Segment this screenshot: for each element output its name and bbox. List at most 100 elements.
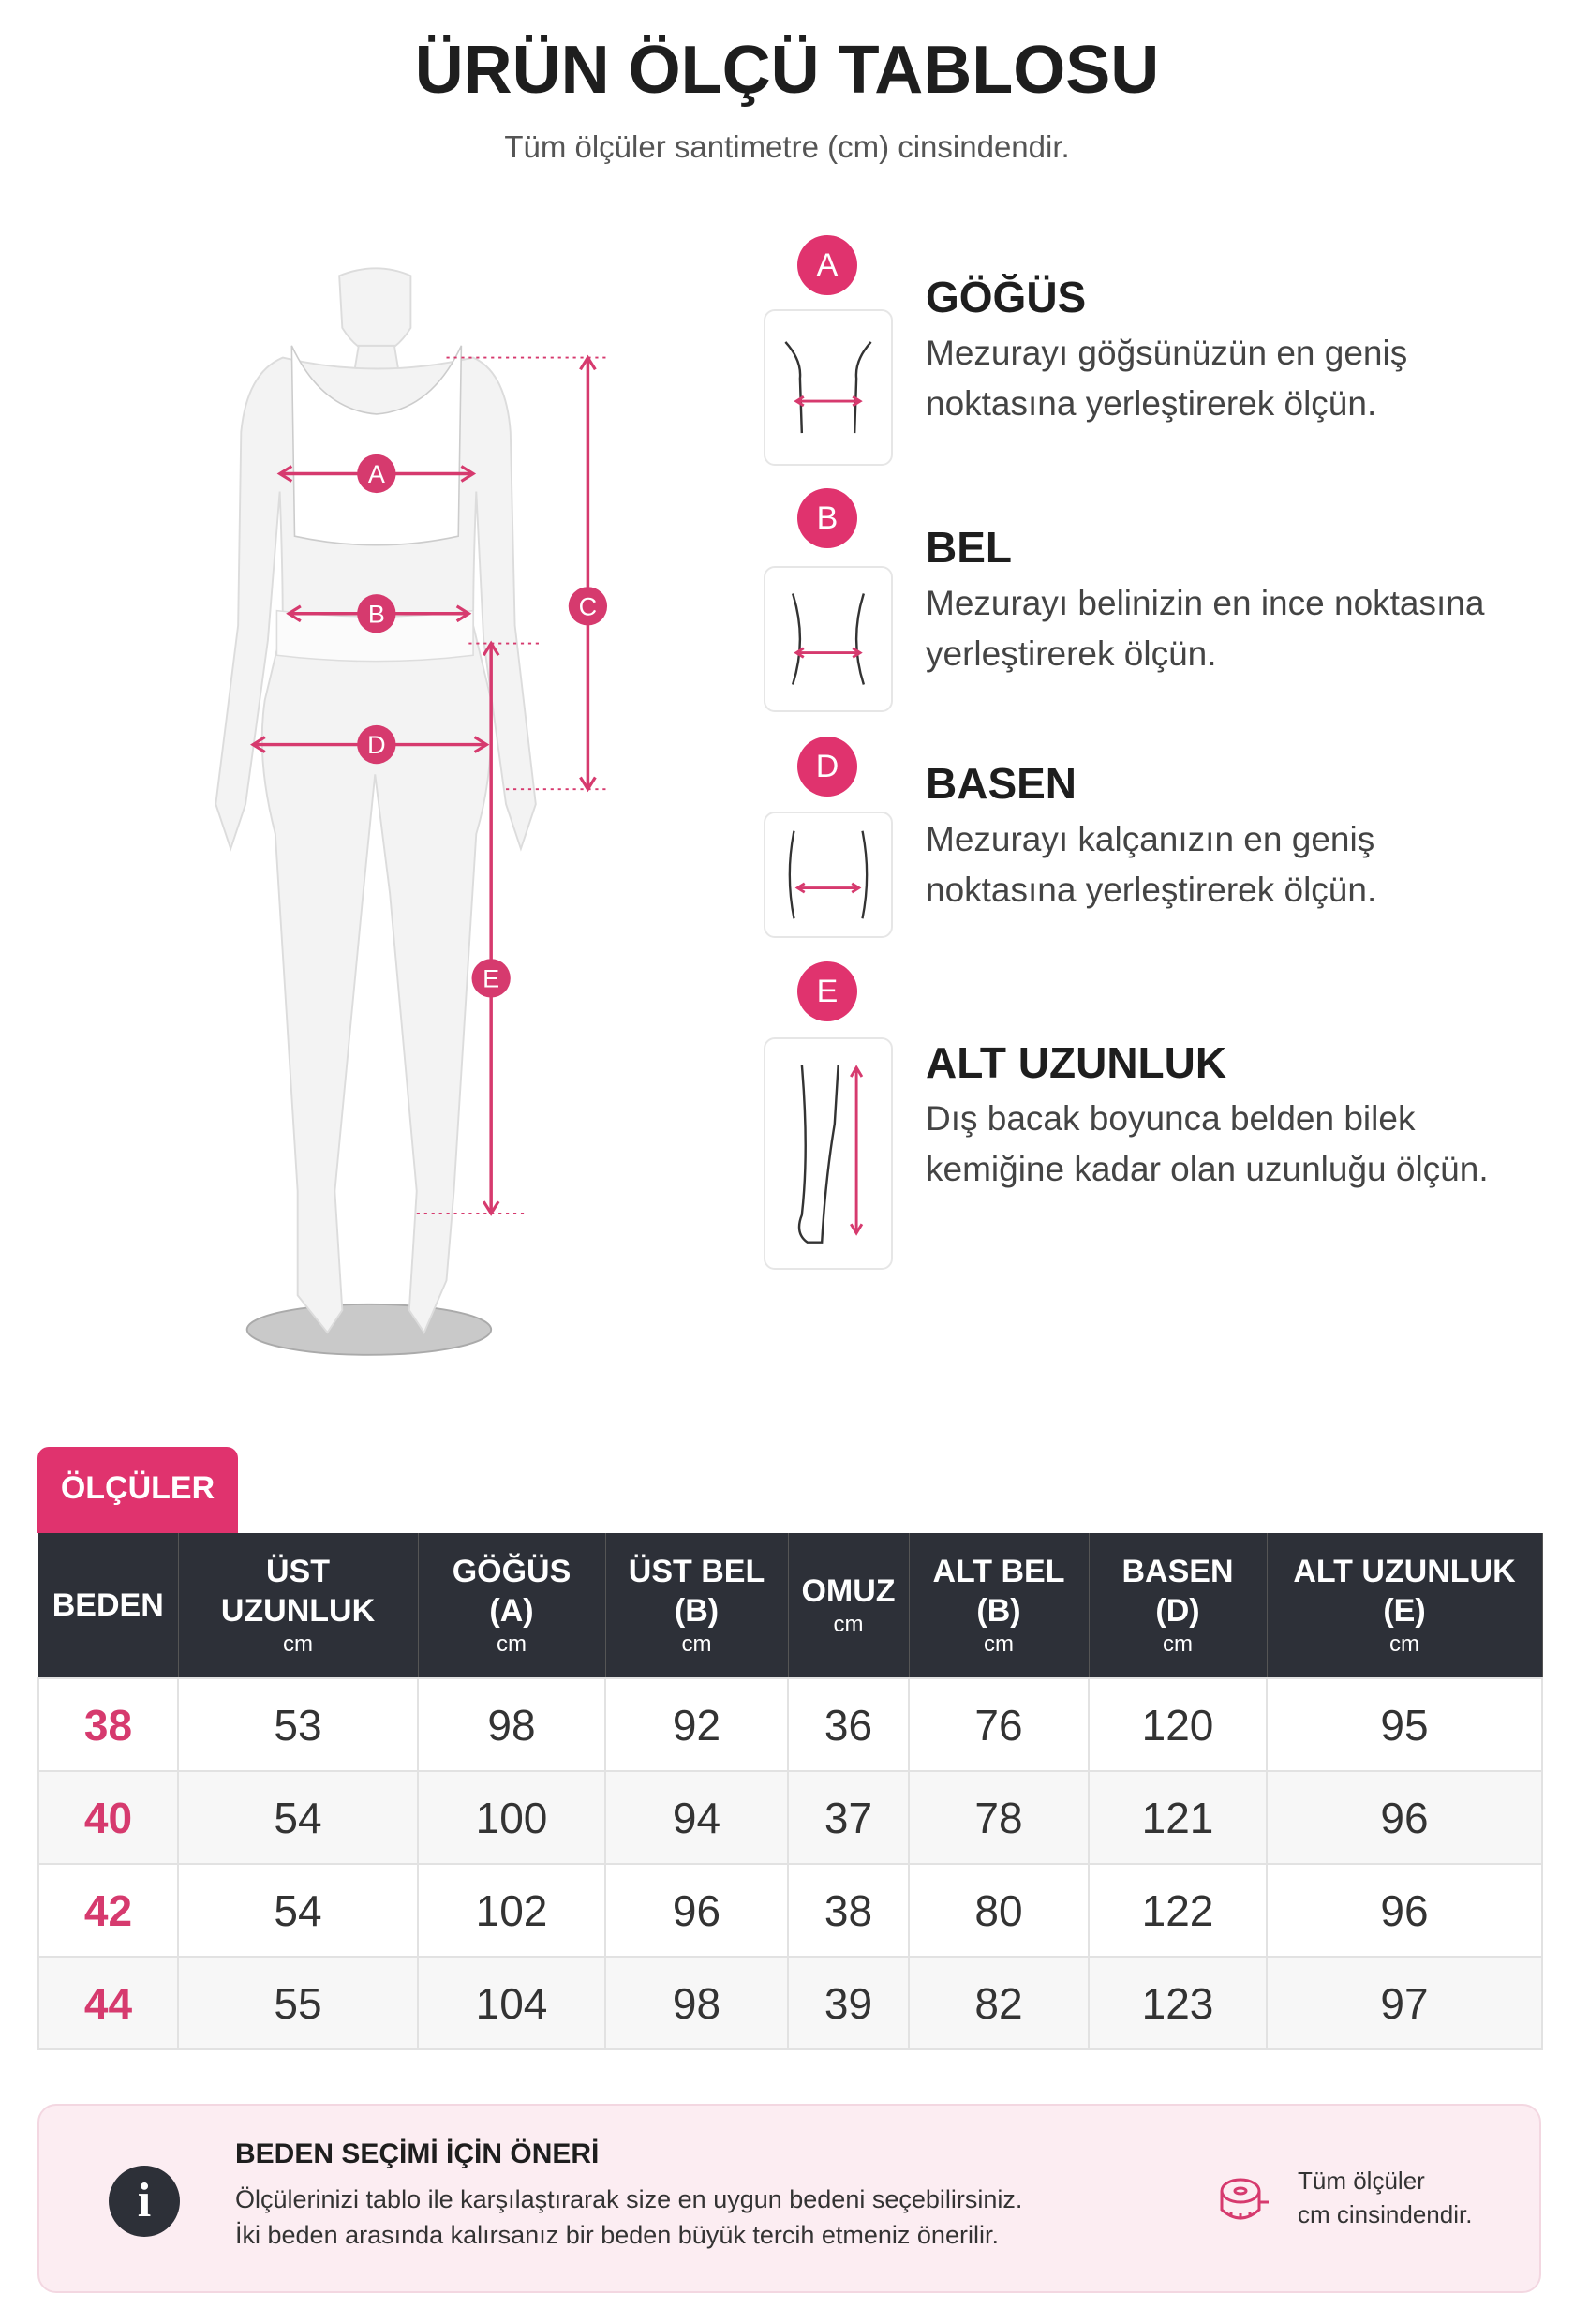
value-cell: 78 — [908, 1770, 1090, 1865]
measure-description: Mezurayı göğsünüzün en geniş — [926, 334, 1408, 372]
header-unit: cm — [681, 1631, 712, 1657]
value-cell: 104 — [417, 1956, 606, 2050]
header-text: ALT BEL — [932, 1554, 1065, 1589]
icon-arrow — [794, 395, 863, 408]
figure-badge — [357, 454, 396, 494]
measure-description: yerleştirerek ölçün. — [926, 634, 1217, 673]
note-side: Tüm ölçüler — [1298, 2167, 1425, 2195]
value-cell: 55 — [177, 1956, 419, 2050]
tape-icon — [1220, 2178, 1269, 2220]
measure-icon — [791, 593, 866, 685]
column-header: BASEN (D) cm — [1089, 1533, 1268, 1678]
value-cell: 54 — [177, 1863, 419, 1958]
header-unit: cm — [1163, 1631, 1193, 1657]
header-text: OMUZ — [801, 1573, 896, 1609]
table-row: 42 54 102 96 38 80 122 96 — [37, 1863, 1543, 1958]
value-cell: 36 — [787, 1677, 910, 1772]
column-header: GÖĞÜS (A) cm — [418, 1533, 606, 1678]
note-line: İki beden arasında kalırsanız bir beden … — [235, 2221, 999, 2249]
column-header: OMUZ cm — [788, 1533, 910, 1678]
value-cell: 39 — [787, 1956, 910, 2050]
measure-icon — [797, 1065, 864, 1244]
icon-outline — [784, 341, 872, 434]
table-row: 38 53 98 92 36 76 120 95 — [37, 1677, 1543, 1772]
value-cell: 53 — [177, 1677, 419, 1772]
column-header: ALT BEL (B) cm — [909, 1533, 1090, 1678]
icon-outline — [788, 830, 869, 919]
size-table: BEDEN ÜST UZUNLUK cm GÖĞÜS (A) cm ÜST BEL (B) cm O… — [37, 1533, 1543, 2050]
header-unit: cm — [984, 1631, 1014, 1657]
page-title: ÜRÜN ÖLÇÜ TABLOSU — [414, 33, 1160, 108]
header-text: UZUNLUK — [220, 1593, 376, 1629]
mannequin-figure: A B C D E — [215, 267, 611, 1356]
value-cell: 122 — [1088, 1863, 1268, 1958]
arrow-head — [579, 354, 597, 793]
measure-description: kemiğine kadar olan uzunluğu ölçün. — [926, 1150, 1489, 1188]
column-header: ÜST BEL (B) cm — [605, 1533, 789, 1678]
value-cell: 123 — [1088, 1956, 1268, 2050]
header-text: ÜST BEL — [628, 1554, 765, 1589]
figure-label: B — [368, 600, 385, 628]
header-unit: cm — [497, 1631, 527, 1657]
column-header: BEDEN — [38, 1533, 179, 1678]
table-row: 44 55 104 98 39 82 123 97 — [37, 1956, 1543, 2050]
note-line: Ölçülerinizi tablo ile karşılaştırarak s… — [235, 2185, 1023, 2213]
size-cell: 38 — [37, 1677, 179, 1772]
measure-description: noktasına yerleştirerek ölçün. — [926, 871, 1377, 909]
header-text: BEDEN — [52, 1587, 164, 1623]
measure-icon-box — [764, 1037, 893, 1270]
header-unit: cm — [833, 1612, 864, 1637]
arrow-head — [286, 604, 472, 623]
measure-badge: E — [797, 961, 857, 1021]
figure-label: D — [367, 731, 386, 759]
value-cell: 121 — [1088, 1770, 1268, 1865]
note-side: cm cinsindendir. — [1298, 2200, 1473, 2228]
arrow-head — [482, 640, 500, 1216]
size-cell: 44 — [37, 1956, 179, 2050]
page-subtitle: Tüm ölçüler santimetre (cm) cinsindendir… — [504, 129, 1070, 164]
note-title: BEDEN SEÇİMİ İÇİN ÖNERİ — [235, 2138, 600, 2169]
column-header: ÜST UZUNLUK cm — [178, 1533, 419, 1678]
header-text: (E) — [1383, 1593, 1426, 1629]
icon-outline — [791, 593, 866, 685]
info-icon: i — [109, 2166, 180, 2237]
value-cell: 98 — [417, 1677, 606, 1772]
table-tab: ÖLÇÜLER — [37, 1447, 238, 1533]
value-cell: 96 — [1266, 1863, 1543, 1958]
value-cell: 95 — [1266, 1677, 1543, 1772]
icon-arrow — [794, 882, 862, 894]
header-text: (A) — [489, 1593, 534, 1629]
value-cell: 54 — [177, 1770, 419, 1865]
header-text: GÖĞÜS — [452, 1554, 572, 1589]
column-header: ALT UZUNLUK (E) cm — [1267, 1533, 1543, 1678]
value-cell: 82 — [908, 1956, 1090, 2050]
header-text: (B) — [674, 1593, 720, 1629]
measure-title: BEL — [926, 523, 1012, 572]
value-cell: 94 — [604, 1770, 789, 1865]
value-cell: 80 — [908, 1863, 1090, 1958]
header-text: BASEN — [1121, 1554, 1234, 1589]
measure-icon-box — [764, 566, 893, 712]
measure-icon — [788, 830, 869, 919]
measure-description: Mezurayı belinizin en ince noktasına — [926, 584, 1485, 622]
measure-description: Mezurayı kalçanızın en geniş — [926, 820, 1375, 858]
value-cell: 37 — [787, 1770, 910, 1865]
value-cell: 97 — [1266, 1956, 1543, 2050]
measure-description: Dış bacak boyunca belden bilek — [926, 1099, 1416, 1138]
value-cell: 96 — [604, 1863, 789, 1958]
arrow-head — [276, 465, 477, 483]
figure-badge — [568, 587, 608, 626]
measure-title: GÖĞÜS — [926, 273, 1087, 321]
figure-badge — [471, 959, 511, 998]
figure-label: A — [368, 460, 385, 488]
value-cell: 120 — [1088, 1677, 1268, 1772]
header-text: ALT UZUNLUK — [1293, 1554, 1516, 1589]
value-cell: 98 — [604, 1956, 789, 2050]
value-cell: 100 — [417, 1770, 606, 1865]
icon-outline — [797, 1065, 839, 1244]
table-row: 40 54 100 94 37 78 121 96 — [37, 1770, 1543, 1865]
measure-badge: D — [797, 737, 857, 797]
header-text: ÜST — [266, 1554, 330, 1589]
value-cell: 76 — [908, 1677, 1090, 1772]
